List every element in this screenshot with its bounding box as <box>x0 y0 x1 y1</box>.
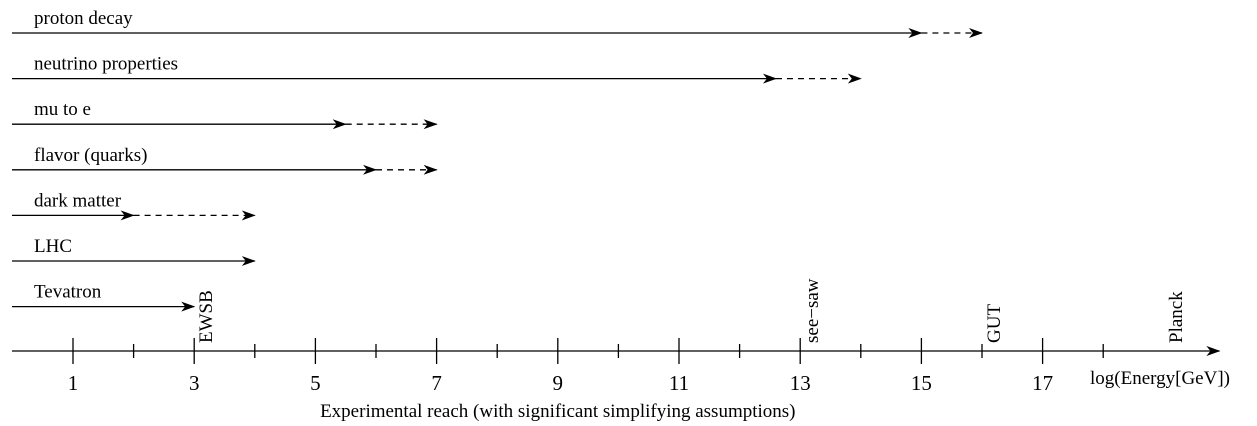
range-flavor-quarks: flavor (quarks) <box>12 145 438 175</box>
tick-label: 5 <box>310 371 321 395</box>
tick-label: 1 <box>68 371 79 395</box>
scale-marker-see-saw: see−saw <box>802 278 823 343</box>
tick-label: 13 <box>790 371 811 395</box>
tick-label: 9 <box>553 371 564 395</box>
energy-axis: 1 3 5 7 9 11 13 15 17 <box>12 338 1221 395</box>
tick-label: 3 <box>189 371 200 395</box>
scale-marker-gut: GUT <box>984 304 1005 343</box>
range-label: flavor (quarks) <box>34 145 147 166</box>
x-axis-label: log(Energy[GeV]) <box>1090 368 1230 389</box>
tick-label: 7 <box>431 371 442 395</box>
scale-marker-ewsb: EWSB <box>196 290 217 343</box>
range-neutrino-properties: neutrino properties <box>12 54 862 84</box>
ranges-layer: proton decay neutrino properties mu to e fl… <box>12 8 983 312</box>
range-lhc: LHC <box>12 236 256 266</box>
caption: Experimental reach (with significant sim… <box>320 401 795 422</box>
range-label: neutrino properties <box>34 54 178 75</box>
range-label: proton decay <box>34 8 133 29</box>
range-proton-decay: proton decay <box>12 8 983 38</box>
scale-marker-planck: Planck <box>1166 291 1187 343</box>
range-dark-matter: dark matter <box>12 190 256 221</box>
scale-markers: EWSB see−saw GUT Planck <box>196 278 1187 343</box>
range-mu-to-e: mu to e <box>12 99 438 130</box>
range-label: Tevatron <box>34 282 102 303</box>
tick-label: 11 <box>669 371 689 395</box>
range-label: LHC <box>34 236 72 257</box>
tick-label: 17 <box>1032 371 1053 395</box>
range-tevatron: Tevatron <box>12 282 196 312</box>
range-label: mu to e <box>34 99 91 120</box>
range-label: dark matter <box>34 190 122 211</box>
tick-label: 15 <box>911 371 932 395</box>
